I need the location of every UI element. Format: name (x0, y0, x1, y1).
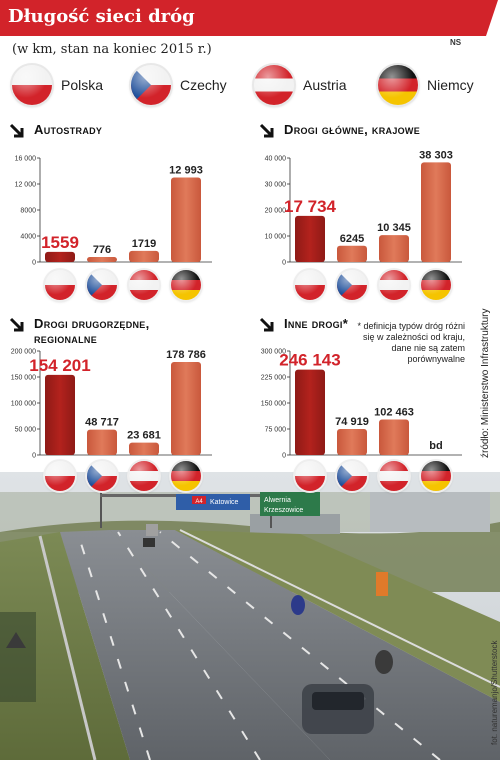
tick-label: 12 000 (15, 182, 37, 189)
bar-pl (45, 251, 75, 262)
bar-cz (337, 245, 367, 262)
bar-pl (295, 369, 325, 455)
bar-at (379, 235, 409, 262)
value-label-at: 10 345 (377, 222, 411, 234)
sign-katowice: Katowice (210, 499, 239, 506)
flag-de-icon (171, 461, 201, 491)
bar-de (421, 162, 451, 262)
value-label-at: 102 463 (374, 406, 414, 418)
flag-at-icon (129, 461, 159, 491)
value-label-de: 178 786 (166, 349, 206, 361)
chart-autostrady: 16 000 12 000 8000 4000 0 1559 776 1719 12 993 (15, 156, 212, 267)
value-label-cz: 74 919 (335, 416, 369, 428)
tick-label: 4000 (20, 234, 36, 241)
tick-label: 20 000 (265, 208, 287, 215)
bar-cz (87, 429, 117, 455)
tick-label: 75 000 (265, 427, 287, 434)
flag-poland-icon (12, 65, 52, 105)
tick-label: 0 (32, 453, 36, 460)
flag-cz-icon (337, 270, 367, 300)
flag-de-icon (421, 461, 451, 491)
bar-at (379, 419, 409, 455)
arrow-down-right-icon (9, 123, 24, 138)
tick-label: 0 (32, 260, 36, 267)
tick-label: 10 000 (265, 234, 287, 241)
value-label-at: 23 681 (127, 430, 161, 442)
flag-pl-icon (295, 461, 325, 491)
sign-alwernia: Alwernia (264, 497, 291, 504)
tick-label: 40 000 (265, 156, 287, 163)
tick-label: 150 000 (11, 375, 36, 382)
tick-label: 8000 (20, 208, 36, 215)
chart-drogi-glowne: 40 000 30 000 20 000 10 000 0 17 734 6245 10 34… (265, 149, 462, 267)
flag-czech-icon (131, 65, 171, 105)
flag-at-icon (379, 270, 409, 300)
value-label-de: 38 303 (419, 149, 453, 161)
value-label-de: bd (429, 440, 442, 452)
tick-label: 100 000 (11, 401, 36, 408)
flag-at-icon (379, 461, 409, 491)
flag-de-icon (171, 270, 201, 300)
value-label-de: 12 993 (169, 165, 203, 177)
flag-de-icon (421, 270, 451, 300)
legend-label-austria: Austria (303, 77, 347, 93)
flag-cz-icon (87, 461, 117, 491)
source-credit: źródło: Ministerstwo Infrastruktury (480, 308, 491, 459)
bar-at (129, 250, 159, 262)
bar-cz (337, 429, 367, 455)
tick-label: 50 000 (15, 427, 37, 434)
photo-credit: fot. naturemanjo/Shutterstock (490, 640, 499, 746)
arrow-down-right-icon (9, 317, 24, 332)
arrow-down-right-icon (259, 123, 274, 138)
tick-label: 225 000 (261, 375, 286, 382)
tick-label: 30 000 (265, 182, 287, 189)
bar-de (171, 362, 201, 455)
tick-label: 300 000 (261, 349, 286, 356)
ns-badge: NS (450, 38, 462, 47)
bar-at (129, 442, 159, 455)
flag-cz-icon (87, 270, 117, 300)
flag-austria-icon (254, 65, 294, 105)
chart-inne-drogi: 300 000 225 000 150 000 75 000 0 246 143 74 91… (261, 349, 462, 460)
value-label-cz: 48 717 (85, 417, 119, 429)
flag-pl-icon (45, 461, 75, 491)
subtitle: (w km, stan na koniec 2015 r.) (12, 42, 212, 57)
tick-label: 16 000 (15, 156, 37, 163)
value-label-pl: 1559 (41, 233, 79, 252)
panel-title-autostrady: Autostrady (34, 122, 103, 137)
footnote: * definicja typów dróg różni się w zależ… (357, 321, 465, 364)
sign-a4: A4 (195, 499, 203, 505)
panel-title-inne-drogi: Inne drogi* (284, 316, 349, 331)
bar-pl (45, 374, 75, 455)
title-bar: Długość sieci dróg (0, 0, 498, 36)
bar-de (171, 177, 201, 262)
bar-pl (295, 215, 325, 262)
value-label-pl: 154 201 (29, 356, 90, 375)
legend-label-germany: Niemcy (427, 77, 474, 93)
tick-label: 0 (282, 260, 286, 267)
flag-pl-icon (295, 270, 325, 300)
flag-at-icon (129, 270, 159, 300)
legend-label-poland: Polska (61, 77, 104, 93)
tick-label: 200 000 (11, 349, 36, 356)
value-label-cz: 6245 (340, 233, 364, 245)
flag-cz-icon (337, 461, 367, 491)
panel-title-drogi-glowne: Drogi główne, krajowe (284, 122, 421, 137)
highway-photo: A4 Katowice Alwernia Krzeszowice (0, 472, 500, 760)
panel-title-drogi-drugorzedne: Drogi drugorzędne, regionalne (34, 316, 150, 346)
flag-germany-icon (378, 65, 418, 105)
flag-pl-icon (45, 270, 75, 300)
value-label-pl: 246 143 (279, 351, 340, 370)
value-label-pl: 17 734 (284, 197, 337, 216)
value-label-at: 1719 (132, 238, 156, 250)
arrow-down-right-icon (259, 317, 274, 332)
page-title: Długość sieci dróg (8, 6, 195, 27)
sign-krzeszowice: Krzeszowice (264, 507, 303, 514)
value-label-cz: 776 (93, 244, 111, 256)
bar-cz (87, 256, 117, 262)
tick-label: 0 (282, 453, 286, 460)
tick-label: 150 000 (261, 401, 286, 408)
legend-label-czech: Czechy (180, 77, 227, 93)
chart-drogi-drugorzedne: 200 000 150 000 100 000 50 000 0 154 201 48 71… (11, 349, 212, 460)
